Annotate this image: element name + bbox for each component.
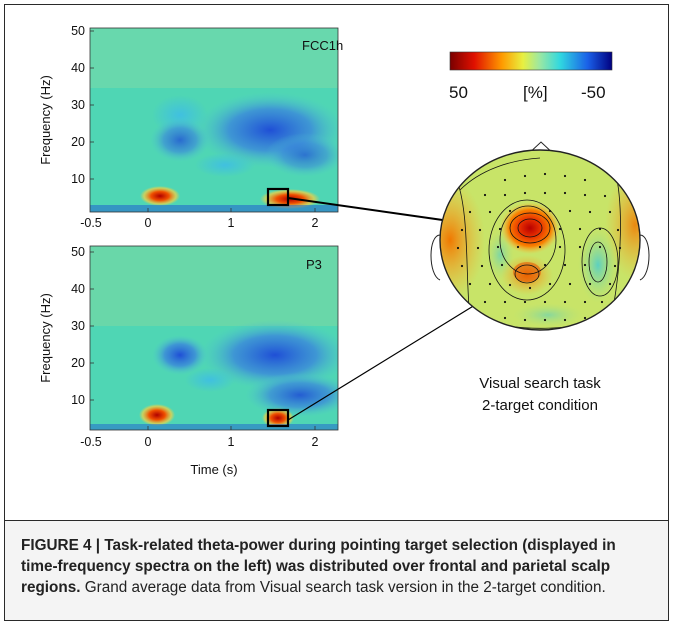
x-tick-label: 1 xyxy=(228,216,235,230)
y-tick-label: 40 xyxy=(71,61,85,75)
axis-ticks xyxy=(90,30,316,430)
y-tick-label: 10 xyxy=(71,393,85,407)
y-axis-label: Frequency (Hz) xyxy=(38,293,53,383)
figure-caption: FIGURE 4 | Task-related theta-power duri… xyxy=(4,520,669,621)
x-tick-label: 0 xyxy=(145,435,152,449)
y-tick-label: 40 xyxy=(71,282,85,296)
figure-graphic: FCC1h P3 xyxy=(38,24,650,477)
y-tick-label: 50 xyxy=(71,245,85,259)
y-tick-label: 10 xyxy=(71,172,85,186)
electrode-markers xyxy=(456,172,622,322)
y-tick-label: 30 xyxy=(71,319,85,333)
panel-label-fcc1h: FCC1h xyxy=(302,38,343,53)
y-tick-label: 50 xyxy=(71,24,85,38)
x-tick-label: -0.5 xyxy=(80,435,102,449)
x-tick-label: 1 xyxy=(228,435,235,449)
topomap-caption-line1: Visual search task xyxy=(479,375,601,392)
y-tick-label: 20 xyxy=(71,135,85,149)
y-tick-label: 20 xyxy=(71,356,85,370)
colorbar-min-label: -50 xyxy=(581,83,606,102)
caption-body: Grand average data from Visual search ta… xyxy=(80,579,606,596)
colorbar-unit-label: [%] xyxy=(523,83,548,102)
caption-figure-label: FIGURE 4 | xyxy=(21,537,105,554)
x-tick-label: 2 xyxy=(312,435,319,449)
x-tick-label: 0 xyxy=(145,216,152,230)
x-tick-label: 2 xyxy=(312,216,319,230)
x-axis-label: Time (s) xyxy=(190,462,237,477)
highlight-box-p3 xyxy=(266,408,290,428)
scalp-topomap: Visual search task 2-target condition xyxy=(430,141,650,414)
spectrogram-fcc1h: FCC1h xyxy=(89,27,343,213)
spectrogram-p3: P3 xyxy=(89,245,339,431)
caption-paragraph: FIGURE 4 | Task-related theta-power duri… xyxy=(21,535,652,598)
y-tick-label: 30 xyxy=(71,98,85,112)
highlight-box-fcc1h xyxy=(266,187,290,207)
topomap-caption-line2: 2-target condition xyxy=(482,397,598,414)
colorbar: 50 [%] -50 xyxy=(449,51,613,102)
colorbar-max-label: 50 xyxy=(449,83,468,102)
y-axis-label: Frequency (Hz) xyxy=(38,75,53,165)
caption-title: Task-related theta-power during pointing… xyxy=(21,537,616,596)
panel-label-p3: P3 xyxy=(306,257,322,272)
x-tick-label: -0.5 xyxy=(80,216,102,230)
